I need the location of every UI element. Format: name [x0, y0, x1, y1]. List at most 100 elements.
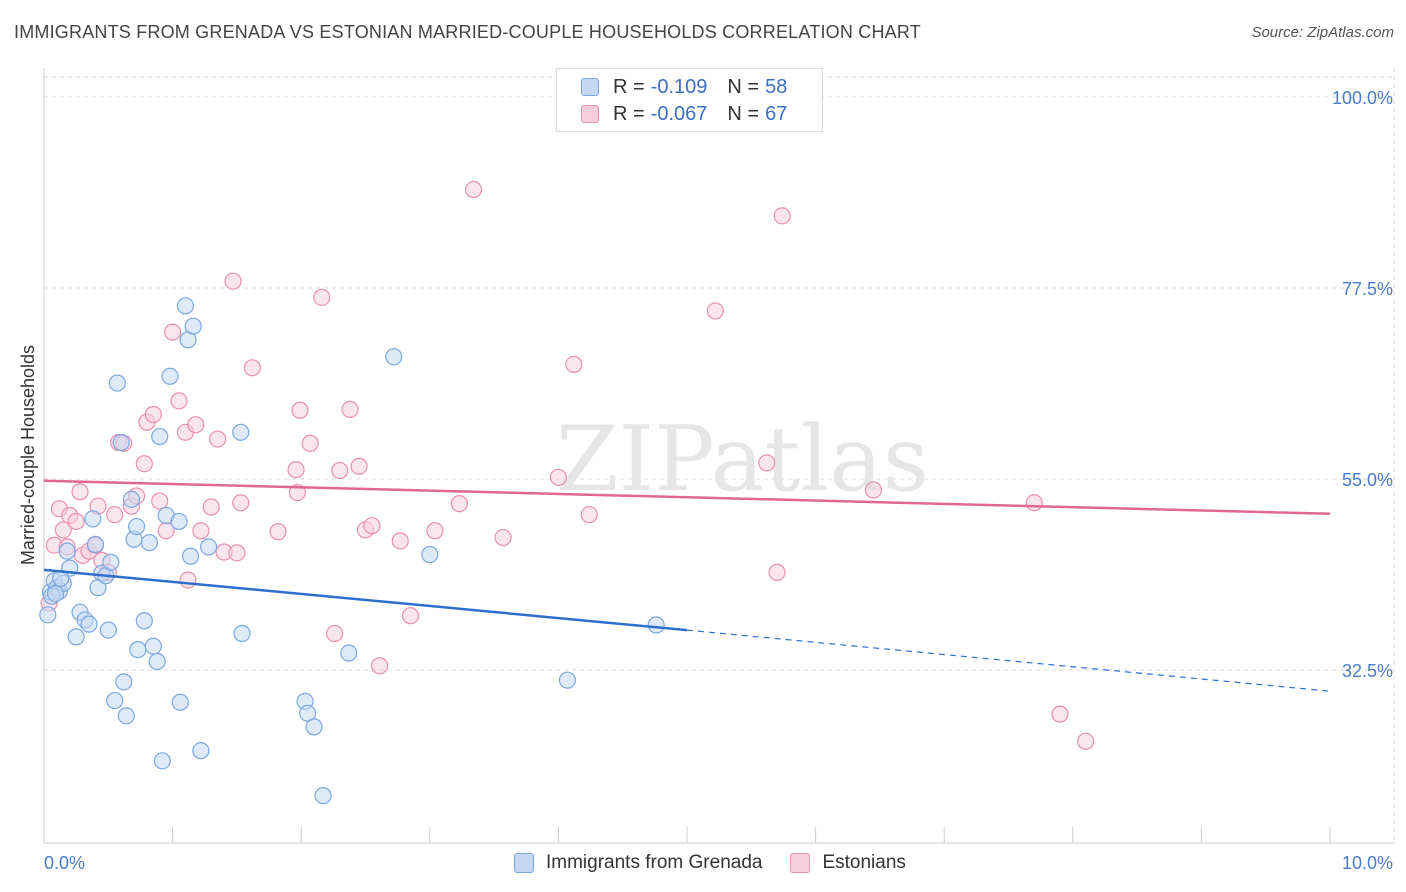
legend-item-estonians[interactable]: Estonians [790, 852, 906, 874]
legend-row-estonians: R = -0.067 N = 67 [581, 101, 787, 127]
grenada-point [558, 671, 577, 689]
grenada-point [39, 606, 57, 624]
estonians-point [768, 563, 786, 581]
estonians-point [565, 355, 583, 373]
estonians-point [401, 607, 420, 625]
chart-title: IMMIGRANTS FROM GRENADA VS ESTONIAN MARR… [14, 22, 921, 42]
grenada-point [122, 490, 141, 508]
grenada-point [647, 616, 665, 634]
grenada-point [135, 612, 153, 630]
estonians-point [164, 323, 182, 341]
estonians-point [288, 483, 306, 502]
estonians-point [135, 455, 153, 473]
estonians-point [706, 302, 724, 320]
grenada-point [58, 542, 76, 560]
estonians-point [67, 512, 85, 531]
estonians-point [192, 522, 210, 540]
legend-r-label: R = [613, 102, 645, 125]
grenada-point [182, 547, 200, 565]
grenada-point [129, 641, 147, 659]
estonians-point [269, 523, 287, 541]
grenada-point [305, 718, 323, 736]
grenada-point [385, 348, 403, 366]
grenada-point [102, 553, 120, 571]
grenada-point [170, 512, 188, 531]
legend-swatch-pink [581, 105, 599, 123]
grenada-point [84, 510, 102, 528]
legend-n-label: N = [727, 75, 760, 98]
estonians-point [243, 359, 261, 377]
grenada-point [127, 517, 146, 536]
grenada-point [140, 534, 159, 552]
estonians-point [391, 532, 409, 550]
estonians-point [106, 506, 124, 524]
correlation-legend: R = -0.109 N = 58 R = -0.067 N = 67 [556, 68, 823, 132]
estonians-point [758, 454, 776, 472]
grenada-point [99, 621, 117, 639]
legend-r-value: -0.067 [650, 102, 708, 125]
y-tick-label: 55.0% [1342, 470, 1393, 490]
grenada-trend-extension [686, 629, 1331, 692]
grenada-point [200, 538, 218, 556]
y-tick-label: 32.5% [1342, 661, 1393, 681]
estonians-point [773, 207, 791, 225]
grenada-point [184, 317, 202, 335]
estonians-point [291, 401, 309, 419]
grenada-point [117, 707, 135, 725]
estonians-point [287, 461, 305, 479]
legend-swatch-pink [790, 853, 811, 873]
estonians-point [350, 457, 368, 475]
estonians-point [371, 657, 389, 675]
estonians-point [301, 434, 319, 452]
estonians-point [363, 517, 381, 535]
grenada-trend-line [43, 568, 688, 632]
grenada-point [232, 423, 250, 441]
legend-label-estonians: Estonians [822, 852, 906, 873]
grenada-point [86, 535, 105, 553]
y-axis-label: Married-couple Households [18, 345, 38, 565]
grenada-point [144, 637, 162, 655]
estonians-point [144, 405, 162, 424]
estonians-point [1051, 705, 1069, 723]
grenada-point [171, 693, 189, 711]
grenada-point [115, 673, 133, 691]
grenada-point [153, 752, 171, 770]
estonians-point [313, 288, 331, 306]
legend-r-value: -0.109 [650, 75, 708, 98]
grenada-point [151, 427, 169, 446]
grenada-point [46, 584, 65, 603]
grenada-point [340, 644, 358, 662]
legend-n-label: N = [727, 102, 760, 125]
x-tick-label-min: 0.0% [44, 853, 85, 873]
series-legend: Immigrants from Grenada Estonians [514, 852, 934, 874]
y-tick-label: 77.5% [1342, 279, 1393, 299]
grenada-point [106, 691, 124, 710]
legend-row-grenada: R = -0.109 N = 58 [581, 74, 787, 100]
y-tick-labels: 32.5% 55.0% 77.5% 100.0% [1332, 88, 1393, 681]
legend-n-value: 58 [765, 75, 788, 98]
x-tick-label-max: 10.0% [1342, 853, 1393, 873]
grenada-point [176, 297, 195, 315]
estonians-point [580, 506, 598, 524]
estonians-point [1077, 732, 1095, 750]
trend-lines [43, 479, 1331, 692]
estonians-point [331, 461, 349, 480]
y-tick-label: 100.0% [1332, 88, 1393, 108]
estonians-trend-line [43, 479, 1331, 516]
estonians-point [426, 522, 444, 540]
estonians-point [228, 544, 246, 562]
estonians-point [202, 498, 220, 516]
estonians-point [179, 571, 197, 589]
grenada-point [80, 615, 98, 633]
grenada-point [314, 787, 332, 805]
grenada-point [161, 367, 179, 385]
estonians-point [54, 521, 72, 539]
legend-item-grenada[interactable]: Immigrants from Grenada [514, 852, 762, 874]
estonians-point [326, 624, 344, 643]
grenada-point [67, 628, 85, 646]
estonians-point [151, 492, 169, 510]
grenada-point [108, 374, 126, 392]
grenada-point [112, 433, 130, 452]
legend-swatch-blue [514, 853, 534, 873]
estonians-point [71, 483, 89, 501]
